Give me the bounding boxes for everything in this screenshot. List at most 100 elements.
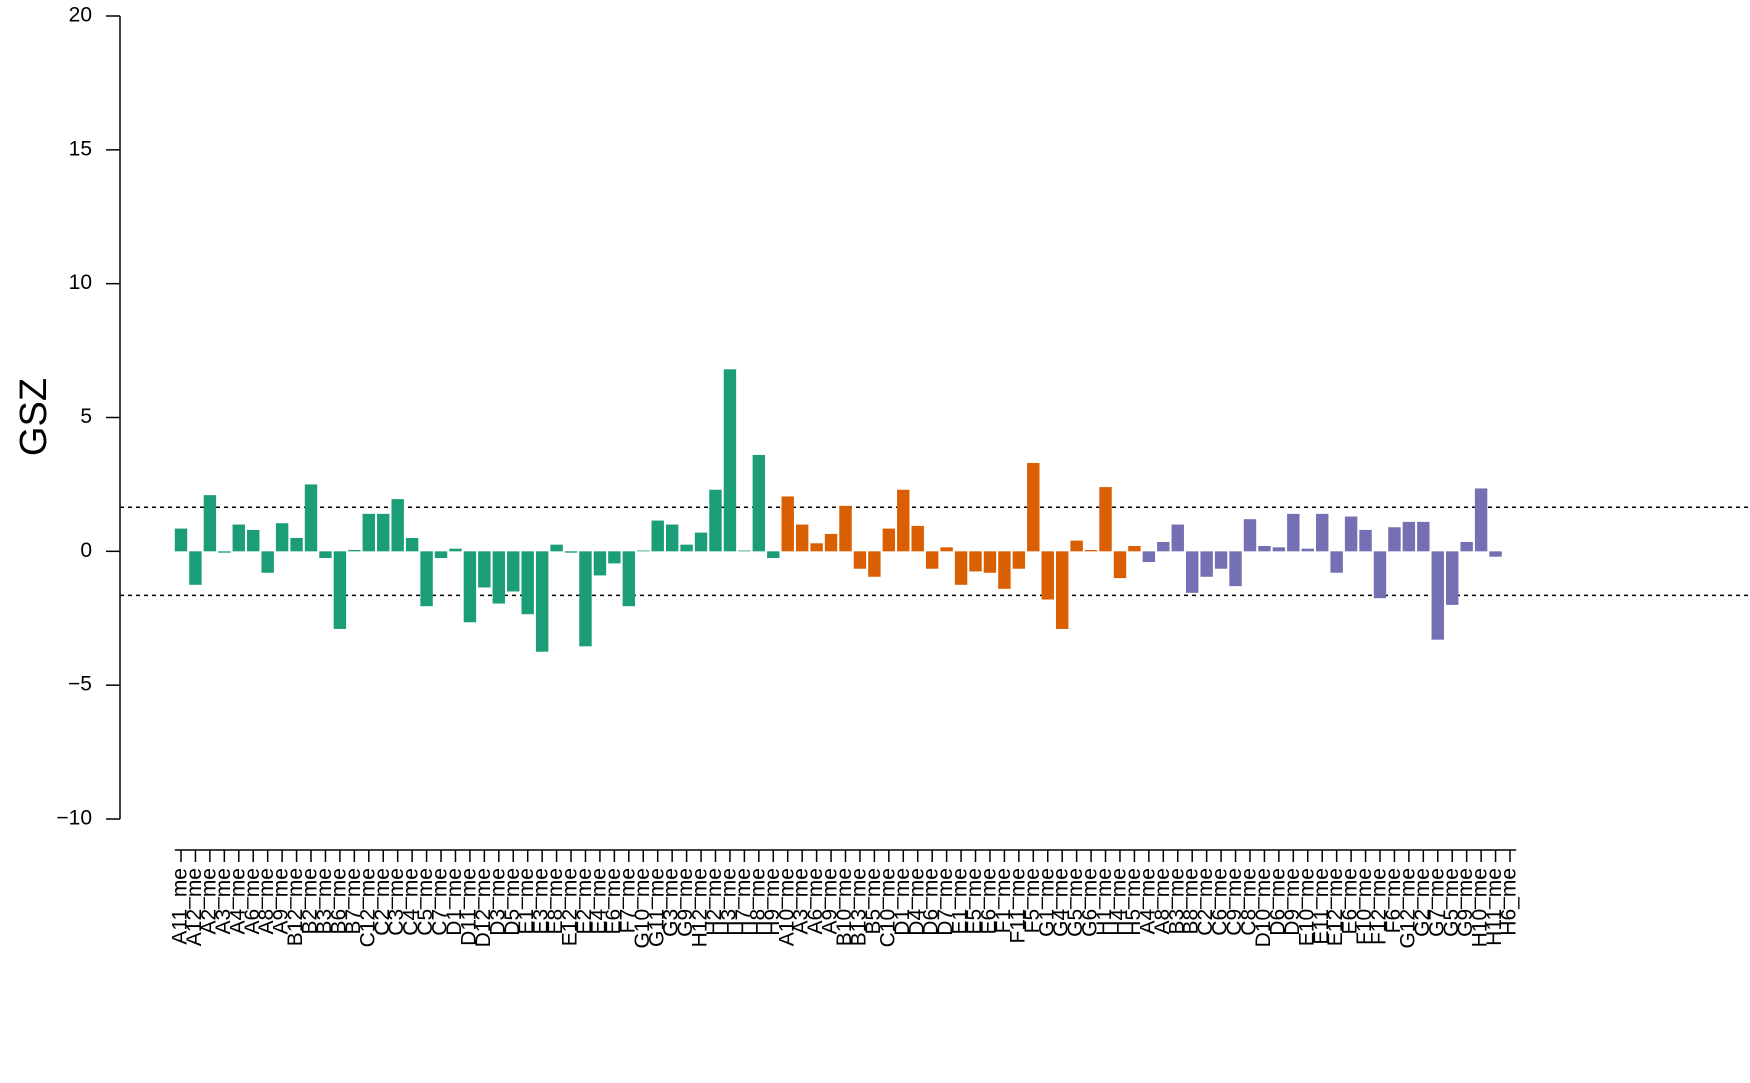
x-tick-label: C9_me <box>1223 868 1246 936</box>
x-tick-label: B3_me <box>313 868 336 935</box>
bar <box>853 551 867 569</box>
x-tick-label: C2_me <box>371 868 394 936</box>
x-tick-label: A12_me <box>183 868 206 946</box>
bar <box>434 551 448 559</box>
x-tick-label: H5_me <box>1122 868 1145 936</box>
bar <box>882 528 896 552</box>
x-tick-label: B2_me <box>299 868 322 935</box>
x-tick-label: E8_me <box>544 868 567 935</box>
x-tick-label: F11_me <box>1006 868 1029 943</box>
bar <box>1446 551 1459 605</box>
x-tick-label: E10_me <box>1295 868 1318 946</box>
bar <box>1027 463 1040 552</box>
x-tick-label: G9_me <box>1454 868 1477 937</box>
bar <box>1229 551 1242 587</box>
x-tick-label: D1_me <box>891 868 914 936</box>
bar <box>680 544 693 552</box>
x-tick-label: D12_me <box>472 868 495 947</box>
bar <box>1214 551 1228 569</box>
x-tick-label: H10_me <box>1469 868 1492 947</box>
x-tick-label: G11_me <box>645 868 668 947</box>
x-tick-label: D10_me <box>1252 868 1275 947</box>
bar <box>1431 551 1444 640</box>
x-tick-label: C7_me <box>429 868 452 936</box>
y-tick-label: 0 <box>80 539 92 562</box>
x-tick-label: G4_me <box>1050 868 1073 937</box>
x-tick-label: D4_me <box>905 868 928 936</box>
bar <box>622 551 636 607</box>
bar <box>1157 541 1170 552</box>
x-tick-label: D9_me <box>1281 868 1304 936</box>
bar <box>348 549 361 552</box>
x-tick-label: G1_me <box>1035 868 1058 937</box>
x-tick-label: E3_me <box>530 868 553 935</box>
x-tick-label: C4_me <box>400 868 423 936</box>
x-tick-label: F12_me <box>1368 868 1391 945</box>
bar <box>665 524 679 552</box>
x-tick-label: E6_me <box>602 868 625 935</box>
x-tick-label: D6_me <box>1266 868 1289 936</box>
y-tick-label: 20 <box>69 4 92 27</box>
bar <box>1200 551 1213 577</box>
x-tick-label: F6_me <box>1382 868 1405 933</box>
bar <box>1330 551 1343 573</box>
bar <box>1142 551 1156 563</box>
bar <box>1012 551 1026 569</box>
bar <box>1055 551 1069 629</box>
bar <box>1113 551 1127 579</box>
x-tick-label: A4_me <box>1136 868 1159 935</box>
x-tick-label: G10_me <box>631 868 654 949</box>
bar <box>940 547 953 552</box>
bar <box>521 551 534 615</box>
bar <box>694 532 708 552</box>
x-tick-label: B6_me <box>327 868 350 935</box>
x-tick-label: D6_me <box>920 868 943 936</box>
x-tick-label: E2_me <box>573 868 596 935</box>
bar <box>247 529 260 552</box>
x-tick-label: E1_me <box>515 868 538 935</box>
bar <box>463 551 477 623</box>
bar <box>593 551 607 576</box>
bar <box>637 550 650 552</box>
bar <box>507 551 520 592</box>
bar <box>709 489 722 552</box>
bar <box>651 520 664 552</box>
bar <box>232 524 245 552</box>
bar <box>839 505 852 552</box>
x-tick-label: H7_me <box>732 868 755 936</box>
x-tick-label: B5_me <box>862 868 885 935</box>
y-tick-label: −10 <box>56 807 92 830</box>
y-tick-label: 10 <box>69 271 92 294</box>
bar <box>1243 519 1257 552</box>
x-tick-label: G2_me <box>1411 868 1434 937</box>
bar <box>1272 547 1286 552</box>
x-tick-label: F7_me <box>616 868 639 933</box>
bar <box>983 551 997 573</box>
bar <box>1460 541 1473 552</box>
x-tick-label: D11_me <box>457 868 480 946</box>
x-tick-label: H12_me <box>689 868 712 947</box>
x-tick-label: B3_me <box>1165 868 1188 935</box>
bar <box>377 513 390 552</box>
x-tick-label: H8_me <box>746 868 769 936</box>
x-tick-label: F10_me <box>1353 868 1376 945</box>
x-tick-label: H6_me <box>1498 868 1521 936</box>
x-tick-label: A3_me <box>790 868 813 935</box>
x-tick-label: H2_me <box>703 868 726 936</box>
x-tick-label: F5_me <box>1021 868 1044 933</box>
x-tick-label: A10_me <box>775 868 798 946</box>
x-tick-label: C12_me <box>356 868 379 947</box>
x-tick-label: A6_me <box>241 868 264 935</box>
bar <box>1041 551 1054 600</box>
x-tick-label: H1_me <box>1093 868 1116 936</box>
x-tick-label: E11_me <box>1310 868 1333 945</box>
x-tick-label: B12_me <box>284 868 307 946</box>
bar <box>1070 540 1083 552</box>
x-tick-label: G7_me <box>1425 868 1448 937</box>
bar <box>1258 545 1271 552</box>
x-tick-label: B10_me <box>833 868 856 946</box>
bar <box>911 525 924 552</box>
bar <box>998 551 1011 589</box>
bar <box>1185 551 1199 593</box>
x-tick-label: C10_me <box>876 868 899 947</box>
